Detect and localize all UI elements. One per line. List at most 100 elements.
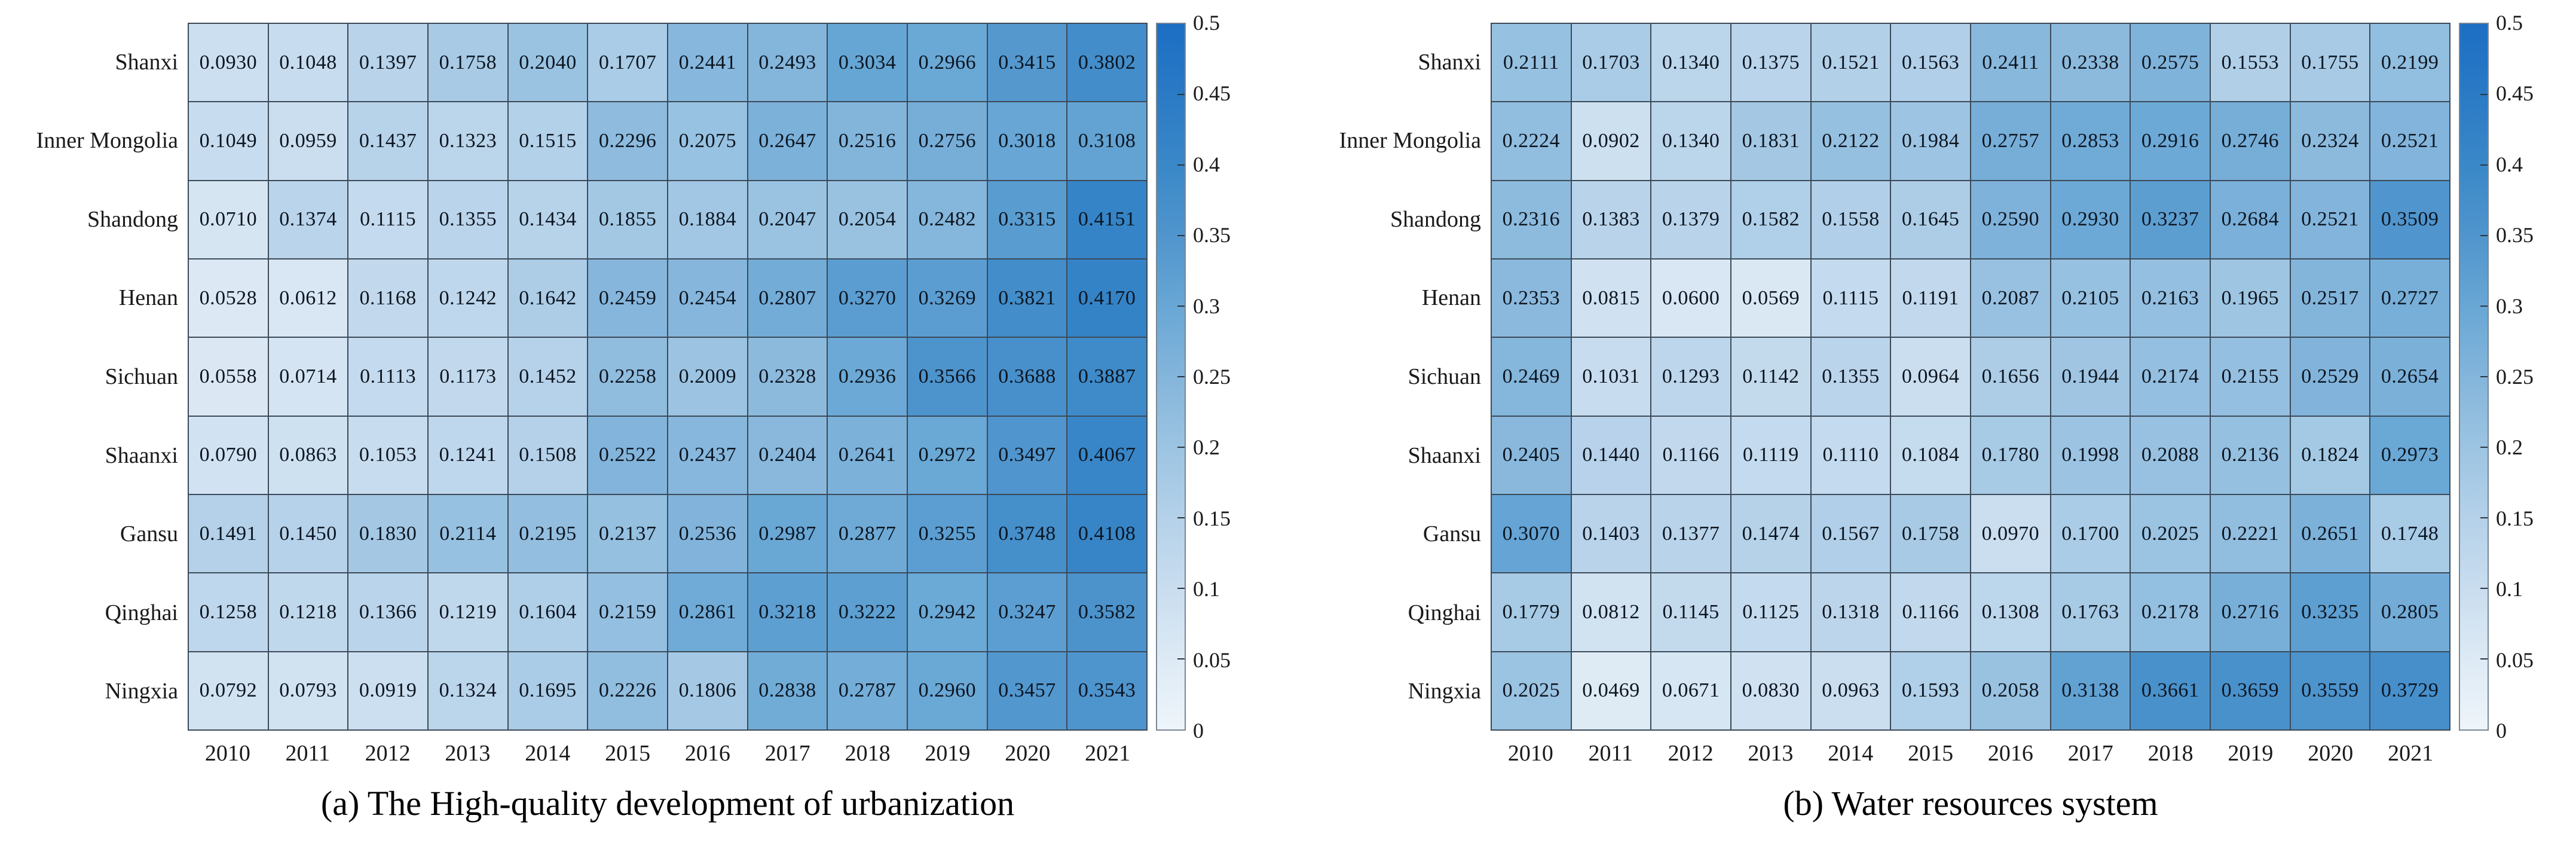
colorbar-tick-label: 0.1 — [2496, 577, 2523, 601]
x-axis-label: 2019 — [925, 741, 971, 766]
colorbar-tick — [2480, 447, 2488, 448]
heatmap-cell: 0.2516 — [828, 102, 907, 180]
colorbar-tick-label: 0.05 — [1193, 648, 1231, 672]
heatmap-cell: 0.0970 — [1971, 494, 2050, 573]
colorbar-tick — [2480, 164, 2488, 166]
heatmap-cell: 0.0902 — [1571, 102, 1651, 180]
heatmap-cell: 0.3543 — [1067, 652, 1146, 729]
heatmap-cell: 0.1379 — [1651, 181, 1730, 258]
heatmap-cell: 0.1397 — [348, 24, 427, 102]
heatmap-cell: 0.1191 — [1891, 259, 1970, 337]
heatmap-cell: 0.1241 — [429, 416, 507, 494]
y-axis-label: Shaanxi — [105, 442, 178, 468]
x-axis-label: 2014 — [1828, 741, 1874, 766]
heatmap-cell: 0.3108 — [1067, 102, 1146, 180]
heatmap-cell: 0.1695 — [508, 652, 588, 729]
heatmap-cell: 0.1383 — [1571, 181, 1651, 258]
heatmap-cell: 0.2641 — [828, 416, 907, 494]
heatmap-cell: 0.2224 — [1492, 102, 1571, 180]
heatmap-cell: 0.2805 — [2370, 573, 2449, 651]
heatmap-cell: 0.1491 — [189, 494, 268, 573]
heatmap-cell: 0.2838 — [748, 652, 827, 729]
heatmap-panel-b: Shanxi Inner Mongolia Shandong Henan Sichuan… — [1311, 11, 2560, 858]
x-axis-label: 2015 — [605, 741, 651, 766]
heatmap-cell: 0.2441 — [668, 24, 747, 102]
heatmap-cell: 0.2966 — [908, 24, 987, 102]
heatmap-cell: 0.1125 — [1731, 573, 1810, 651]
colorbar-tick — [1177, 588, 1185, 589]
heatmap-cell: 0.2221 — [2211, 494, 2290, 573]
heatmap-cell: 0.3566 — [908, 338, 987, 416]
colorbar: 0.5 0.45 0.4 0.35 0.3 0.25 0.2 0.15 0.1 0.05 0 — [1156, 11, 1258, 743]
x-axis-labels: 2010 2011 2012 2013 2014 2015 2016 2017 2018 2019… — [1491, 739, 2450, 768]
heatmap-cell: 0.1779 — [1492, 573, 1571, 651]
y-axis-label: Gansu — [1422, 521, 1481, 547]
heatmap-cell: 0.2058 — [1971, 652, 2050, 729]
heatmap-cell: 0.1031 — [1571, 338, 1651, 416]
heatmap-cell: 0.2936 — [828, 338, 907, 416]
x-axis-labels: 2010 2011 2012 2013 2014 2015 2016 2017 2018 2019… — [188, 739, 1148, 768]
colorbar-tick — [2480, 235, 2488, 236]
heatmap-cell: 0.1763 — [2051, 573, 2130, 651]
heatmap-cell: 0.2411 — [1971, 24, 2050, 102]
heatmap-cell: 0.1258 — [189, 573, 268, 651]
heatmap-grid: 0.2111 0.1703 0.1340 0.1375 0.1521 0.1563 0.24… — [1491, 23, 2450, 731]
heatmap-cell: 0.3582 — [1067, 573, 1146, 651]
heatmap-cell: 0.2159 — [588, 573, 667, 651]
heatmap-cell: 0.2930 — [2051, 181, 2130, 258]
colorbar-tick-label: 0.4 — [2496, 152, 2523, 176]
colorbar-tick — [2480, 94, 2488, 95]
heatmap-cell: 0.2787 — [828, 652, 907, 729]
heatmap-cell: 0.2459 — [588, 259, 667, 337]
heatmap-cell: 0.1758 — [1891, 494, 1970, 573]
heatmap-cell: 0.3457 — [987, 652, 1067, 729]
heatmap-cell: 0.0812 — [1571, 573, 1651, 651]
colorbar-tick — [2480, 306, 2488, 307]
heatmap-cell: 0.1998 — [2051, 416, 2130, 494]
x-axis-label: 2018 — [845, 741, 891, 766]
colorbar-tick-label: 0.35 — [2496, 223, 2534, 248]
colorbar-tick-label: 0.35 — [1193, 223, 1231, 248]
heatmap-cell: 0.1656 — [1971, 338, 2050, 416]
heatmap-cell: 0.0714 — [268, 338, 348, 416]
heatmap-cell: 0.1474 — [1731, 494, 1810, 573]
heatmap-cell: 0.3688 — [987, 338, 1067, 416]
y-axis-label: Shanxi — [1418, 49, 1481, 75]
heatmap-cell: 0.3748 — [987, 494, 1067, 573]
heatmap-cell: 0.3821 — [987, 259, 1067, 337]
heatmap-cell: 0.2195 — [508, 494, 588, 573]
heatmap-cell: 0.2575 — [2131, 24, 2210, 102]
heatmap-cell: 0.3255 — [908, 494, 987, 573]
heatmap-cell: 0.2114 — [429, 494, 507, 573]
heatmap-cell: 0.1053 — [348, 416, 427, 494]
heatmap-cell: 0.3887 — [1067, 338, 1146, 416]
y-axis-label: Inner Mongolia — [36, 128, 178, 154]
y-axis-label: Inner Mongolia — [1339, 128, 1481, 154]
x-axis-label: 2021 — [2388, 741, 2434, 766]
heatmap-cell: 0.2353 — [1492, 259, 1571, 337]
heatmap-cell: 0.2087 — [1971, 259, 2050, 337]
heatmap-cell: 0.1758 — [429, 24, 507, 102]
heatmap-cell: 0.4067 — [1067, 416, 1146, 494]
colorbar: 0.5 0.45 0.4 0.35 0.3 0.25 0.2 0.15 0.1 0.05 0 — [2459, 11, 2560, 743]
heatmap-cell: 0.2258 — [588, 338, 667, 416]
heatmap-cell: 0.1965 — [2211, 259, 2290, 337]
heatmap-cell: 0.2647 — [748, 102, 827, 180]
heatmap-cell: 0.3247 — [987, 573, 1067, 651]
heatmap-cell: 0.1582 — [1731, 181, 1810, 258]
heatmap-cell: 0.2807 — [748, 259, 827, 337]
heatmap-cell: 0.2727 — [2370, 259, 2449, 337]
heatmap-cell: 0.0930 — [189, 24, 268, 102]
colorbar-tick — [2480, 517, 2488, 518]
heatmap-cell: 0.1452 — [508, 338, 588, 416]
heatmap-cell: 0.0830 — [1731, 652, 1810, 729]
heatmap-cell: 0.4151 — [1067, 181, 1146, 258]
y-axis-label: Shandong — [1390, 206, 1481, 232]
heatmap-cell: 0.0793 — [268, 652, 348, 729]
y-axis-label: Ningxia — [105, 679, 178, 704]
heatmap-cell: 0.1084 — [1891, 416, 1970, 494]
x-axis-label: 2010 — [204, 741, 250, 766]
x-axis-label: 2016 — [1987, 741, 2033, 766]
heatmap-cell: 0.3802 — [1067, 24, 1146, 102]
